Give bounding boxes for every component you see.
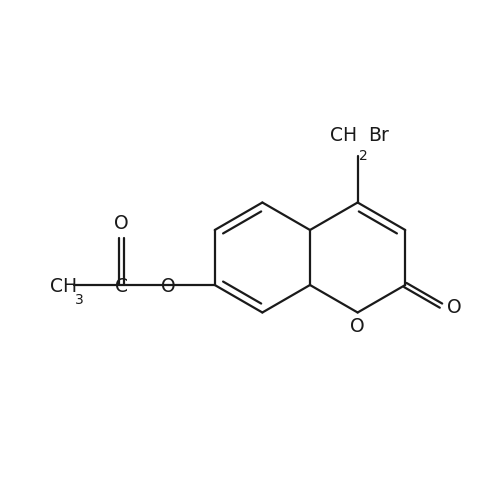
Text: 2: 2 [359,149,367,163]
Text: O: O [447,298,462,317]
Text: O: O [114,214,128,233]
Text: C: C [115,276,128,296]
Text: Br: Br [367,126,388,145]
Text: CH: CH [50,276,78,296]
Text: 3: 3 [75,293,84,307]
Text: O: O [160,276,175,296]
Text: O: O [350,317,365,335]
Text: CH: CH [330,126,357,145]
